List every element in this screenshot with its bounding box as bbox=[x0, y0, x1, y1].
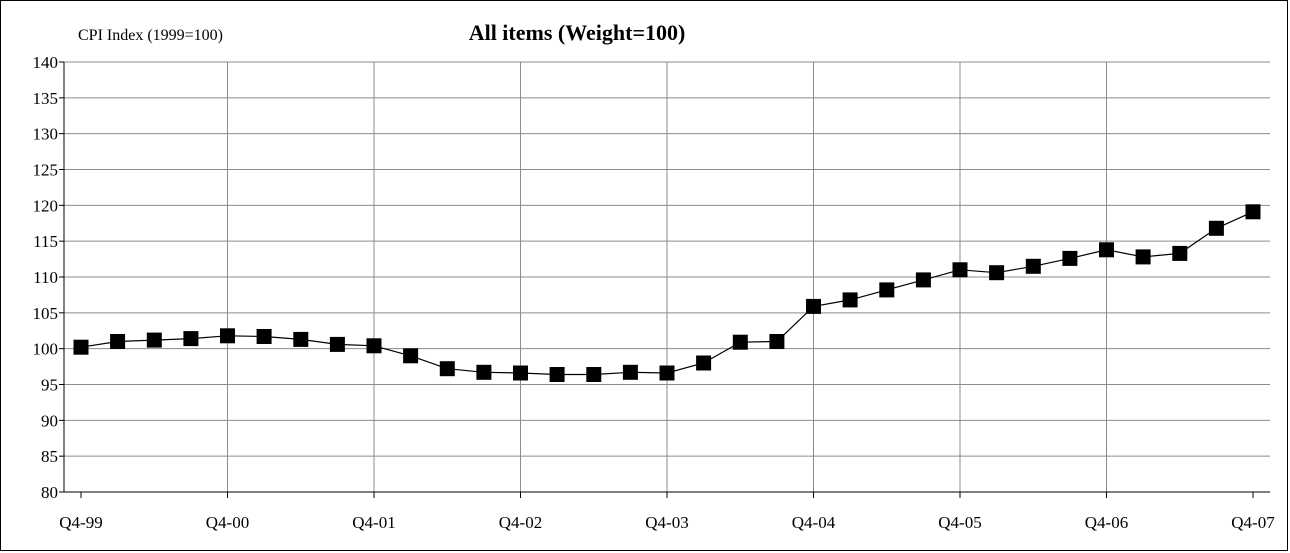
data-point-marker bbox=[73, 339, 89, 355]
data-point-marker bbox=[1172, 245, 1188, 261]
chart-title: All items (Weight=100) bbox=[469, 20, 686, 45]
x-tick-label: Q4-01 bbox=[352, 513, 395, 532]
x-tick-label: Q4-99 bbox=[59, 513, 102, 532]
data-point-marker bbox=[256, 329, 272, 344]
data-point-marker bbox=[1135, 249, 1151, 265]
data-point-marker bbox=[806, 298, 821, 314]
x-tick-label: Q4-03 bbox=[645, 513, 688, 532]
y-tick-label: 105 bbox=[33, 304, 59, 323]
x-tick-label: Q4-06 bbox=[1085, 513, 1128, 532]
y-tick-labels: 80 85 90 95 100 105 110 115 120 125 130 135 140 bbox=[33, 53, 59, 502]
data-point-marker bbox=[476, 364, 492, 380]
x-tick-label: Q4-00 bbox=[206, 513, 249, 532]
data-point-marker bbox=[220, 328, 235, 344]
y-tick-label: 120 bbox=[33, 196, 59, 215]
x-tick-labels: Q4-99 Q4-00 Q4-01 Q4-02 Q4-03 Q4-04 Q4-05 Q4-06… bbox=[59, 513, 1275, 532]
data-point-marker bbox=[1099, 242, 1114, 258]
y-tick-label: 130 bbox=[33, 125, 59, 144]
x-tick-label: Q4-05 bbox=[938, 513, 981, 532]
y-tick-label: 100 bbox=[33, 340, 59, 359]
data-point-marker bbox=[146, 332, 162, 348]
data-point-marker bbox=[183, 331, 199, 347]
data-point-marker bbox=[439, 361, 455, 377]
y-tick-label: 140 bbox=[33, 53, 59, 72]
x-tick-label: Q4-07 bbox=[1231, 513, 1275, 532]
data-point-marker bbox=[732, 334, 748, 350]
data-point-marker bbox=[915, 272, 931, 288]
gridlines bbox=[64, 61, 1270, 492]
data-point-marker bbox=[403, 348, 419, 364]
y-tick-label: 110 bbox=[33, 268, 58, 287]
y-tick-label: 135 bbox=[33, 89, 59, 108]
axes bbox=[59, 61, 1270, 498]
series-all-items bbox=[73, 204, 1261, 382]
data-point-marker bbox=[293, 331, 309, 347]
data-point-marker bbox=[1245, 204, 1261, 220]
data-point-marker bbox=[659, 365, 675, 381]
data-point-marker bbox=[842, 292, 858, 308]
data-point-marker bbox=[549, 367, 565, 382]
data-point-marker bbox=[989, 265, 1005, 281]
y-tick-label: 80 bbox=[41, 483, 58, 502]
y-axis-label: CPI Index (1999=100) bbox=[78, 27, 223, 44]
data-point-marker bbox=[952, 262, 968, 278]
data-point-marker bbox=[769, 334, 785, 349]
x-tick-label: Q4-04 bbox=[792, 513, 836, 532]
data-point-marker bbox=[1025, 258, 1041, 274]
data-point-marker bbox=[110, 334, 126, 349]
x-tick-label: Q4-02 bbox=[499, 513, 542, 532]
y-tick-label: 115 bbox=[33, 232, 58, 251]
data-point-marker bbox=[696, 355, 712, 371]
data-point-marker bbox=[879, 282, 895, 298]
data-point-marker bbox=[1208, 220, 1224, 236]
data-point-marker bbox=[366, 338, 382, 354]
y-tick-label: 85 bbox=[41, 447, 58, 466]
data-point-marker bbox=[622, 364, 638, 380]
y-tick-label: 125 bbox=[33, 161, 59, 180]
data-point-marker bbox=[586, 367, 602, 382]
y-tick-label: 95 bbox=[41, 376, 58, 395]
data-point-marker bbox=[329, 336, 345, 352]
y-tick-label: 90 bbox=[41, 411, 58, 430]
data-point-marker bbox=[1062, 250, 1078, 266]
data-point-marker bbox=[513, 365, 528, 381]
